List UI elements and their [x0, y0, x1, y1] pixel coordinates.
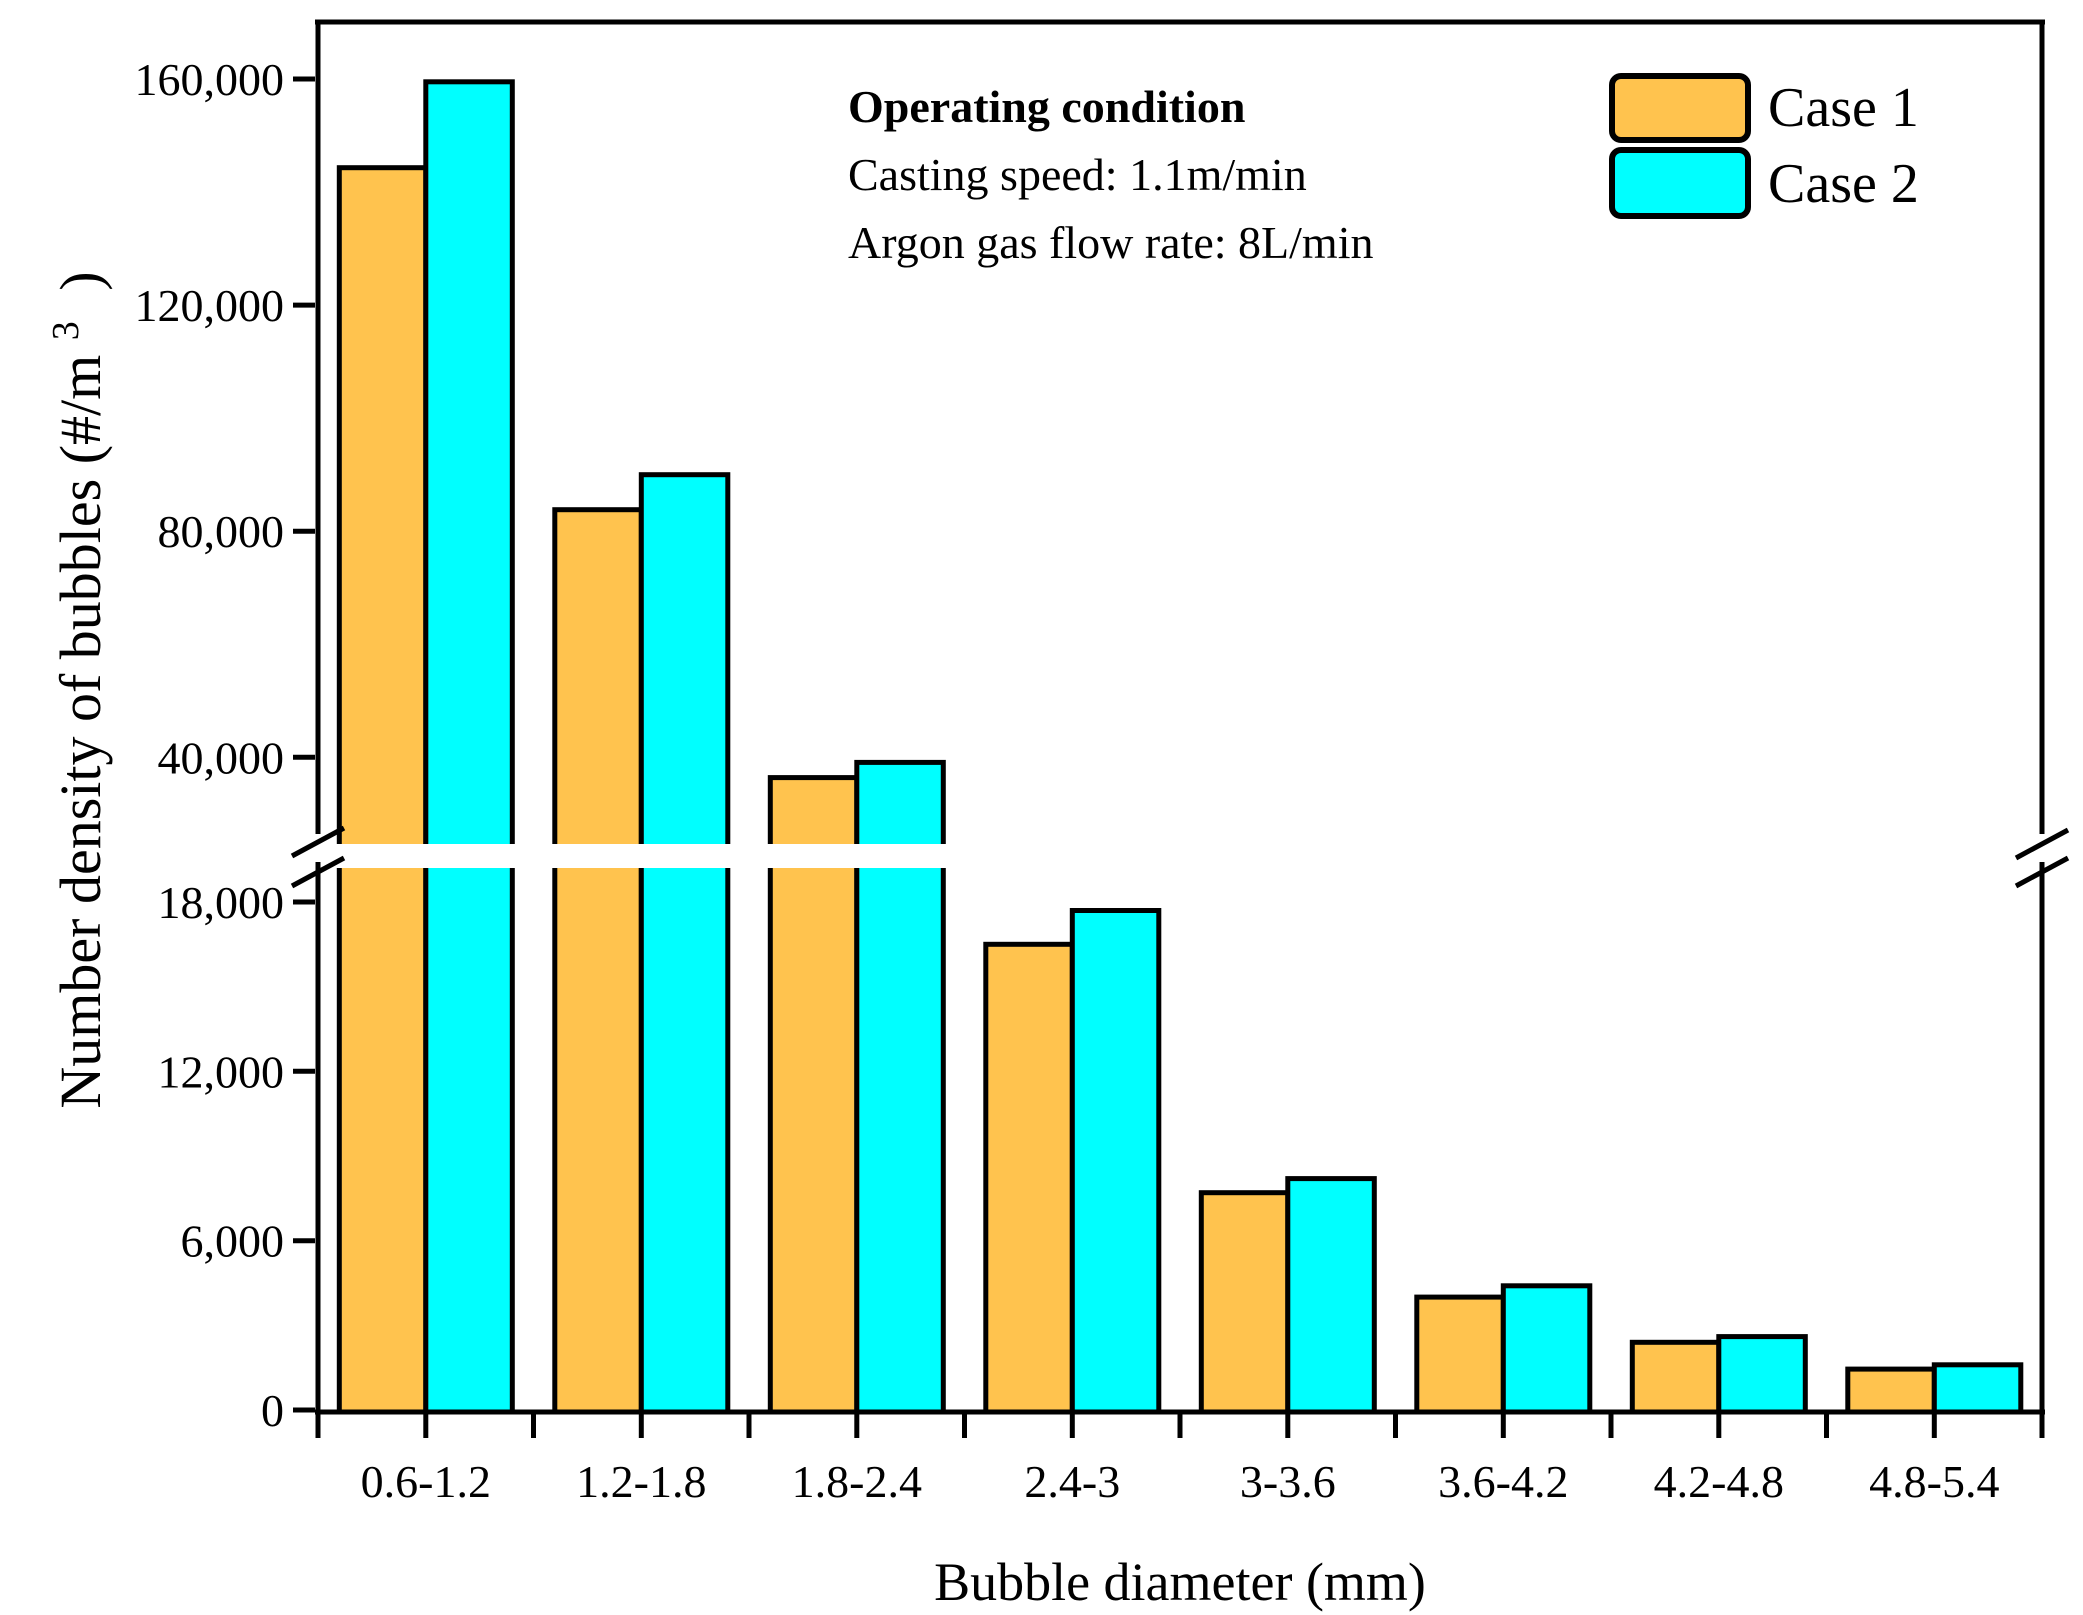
right-break-slash-lower: [2014, 855, 2070, 889]
annotation-line-argon-flow: Argon gas flow rate: 8L/min: [848, 217, 1374, 268]
annotation-block: Operating condition Casting speed: 1.1m/…: [848, 81, 1374, 268]
legend-label-case1: Case 1: [1768, 77, 1919, 139]
y-axis-tick-label: 40,000: [158, 732, 285, 783]
bar-case1-1.2-1.8: [552, 507, 644, 1415]
bars-group: [336, 79, 2024, 1415]
y-axis-title: Number density of bubbles (#/m 3 ): [26, 271, 113, 1108]
axis-break-band: [322, 844, 2038, 868]
y-axis-tick-label: 0: [261, 1385, 284, 1436]
right-break-slash-upper: [2014, 827, 2070, 861]
legend-swatch-case2: [1609, 147, 1751, 219]
bar-case1-4.8-5.4: [1845, 1366, 1937, 1415]
bar-case2-4.2-4.8: [1716, 1334, 1808, 1415]
bar-case2-3.6-4.2: [1500, 1283, 1593, 1415]
x-axis-tick-label: 3.6-4.2: [1438, 1456, 1568, 1507]
bar-case2-1.8-2.4: [854, 759, 946, 1415]
x-tick-labels-group: 0.6-1.2 1.2-1.8 1.8-2.4 2.4-3 3-3.6 3.6-4.2 4.…: [361, 1456, 2000, 1507]
bar-case1-1.8-2.4: [767, 775, 860, 1415]
bar-case1-2.4-3: [983, 941, 1075, 1415]
bar-case2-4.8-5.4: [1931, 1362, 2024, 1415]
left-break-slash-lower: [290, 855, 346, 889]
y-axis-title-close-paren: ): [48, 271, 113, 290]
x-axis-tick-label: 1.2-1.8: [576, 1456, 706, 1507]
y-axis-tick-label: 18,000: [158, 877, 285, 928]
bar-case2-1.2-1.8: [638, 472, 731, 1415]
plot-frame: [315, 19, 2045, 1415]
x-axis-tick-label: 0.6-1.2: [361, 1456, 491, 1507]
x-axis-tick-label: 3-3.6: [1240, 1456, 1336, 1507]
legend-swatch-case1: [1609, 73, 1751, 143]
legend-label-case2: Case 2: [1768, 153, 1919, 215]
y-axis-tick-label: 80,000: [158, 506, 285, 557]
x-axis-tick-label: 1.8-2.4: [792, 1456, 922, 1507]
y-axis-tick-label: 160,000: [135, 54, 285, 105]
y-axis-title-superscript: 3: [45, 321, 87, 340]
bar-case2-0.6-1.2: [423, 79, 515, 1415]
bar-case2-3-3.6: [1285, 1176, 1377, 1415]
bar-case1-3-3.6: [1198, 1190, 1291, 1415]
annotation-title: Operating condition: [848, 81, 1245, 132]
bar-case1-3.6-4.2: [1414, 1294, 1506, 1415]
bar-case2-2.4-3: [1069, 908, 1162, 1415]
axis-break-marks: [290, 825, 2070, 889]
axes-ticks-group: 160,000 120,000 80,000 40,000 18,000 12,000 6,…: [135, 54, 2045, 1438]
y-axis-title-main: Number density of bubbles (#/m: [48, 355, 113, 1109]
y-axis-tick-label: 12,000: [158, 1046, 285, 1097]
legend: Case 1 Case 2: [1609, 73, 1919, 219]
bar-case1-4.2-4.8: [1629, 1339, 1722, 1415]
y-axis-tick-label: 6,000: [181, 1216, 285, 1267]
x-axis-tick-label: 4.8-5.4: [1869, 1456, 1999, 1507]
left-break-slash-upper: [290, 825, 346, 859]
x-axis-tick-label: 2.4-3: [1024, 1456, 1120, 1507]
y-axis-tick-label: 120,000: [135, 280, 285, 331]
bar-case1-0.6-1.2: [336, 165, 429, 1415]
x-axis-title: Bubble diameter (mm): [934, 1552, 1426, 1612]
x-axis-tick-label: 4.2-4.8: [1654, 1456, 1784, 1507]
annotation-line-casting-speed: Casting speed: 1.1m/min: [848, 149, 1307, 200]
